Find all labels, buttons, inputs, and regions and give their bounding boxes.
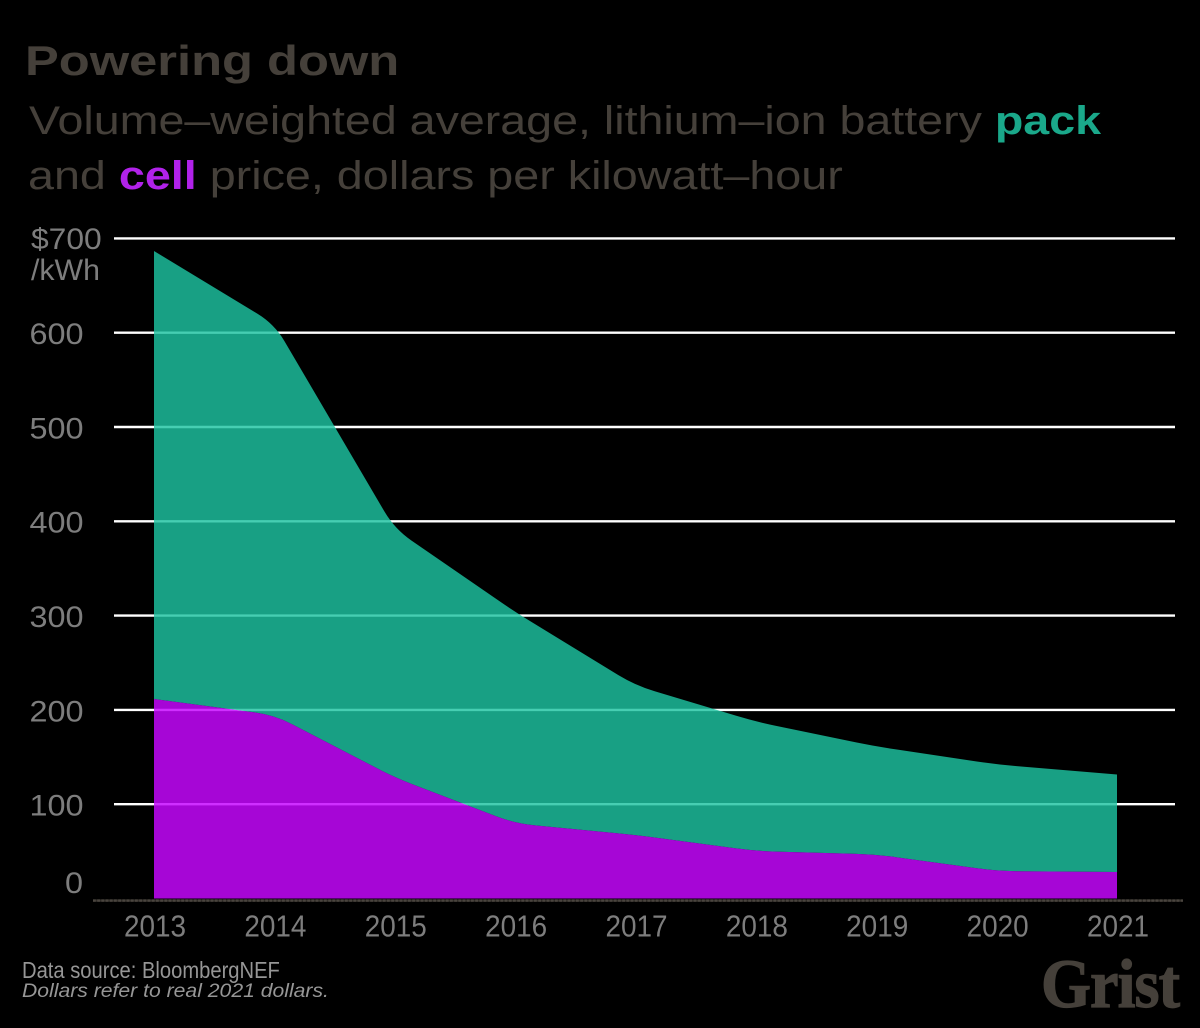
svg-text:$700: $700 — [31, 222, 102, 256]
svg-text:2020: 2020 — [967, 909, 1029, 944]
svg-text:500: 500 — [29, 411, 83, 445]
svg-text:2016: 2016 — [485, 909, 547, 944]
svg-text:600: 600 — [29, 317, 83, 351]
svg-text:2014: 2014 — [244, 909, 306, 944]
svg-text:/kWh: /kWh — [31, 254, 100, 287]
svg-text:2021: 2021 — [1087, 909, 1149, 944]
svg-text:2013: 2013 — [124, 909, 186, 944]
svg-text:400: 400 — [29, 506, 83, 540]
svg-text:200: 200 — [29, 694, 83, 728]
svg-text:100: 100 — [29, 789, 83, 823]
svg-text:2015: 2015 — [365, 909, 427, 944]
svg-text:0: 0 — [65, 866, 83, 900]
svg-text:2017: 2017 — [605, 909, 667, 944]
svg-text:2019: 2019 — [846, 909, 908, 944]
svg-text:300: 300 — [29, 600, 83, 634]
svg-text:2018: 2018 — [726, 909, 788, 944]
